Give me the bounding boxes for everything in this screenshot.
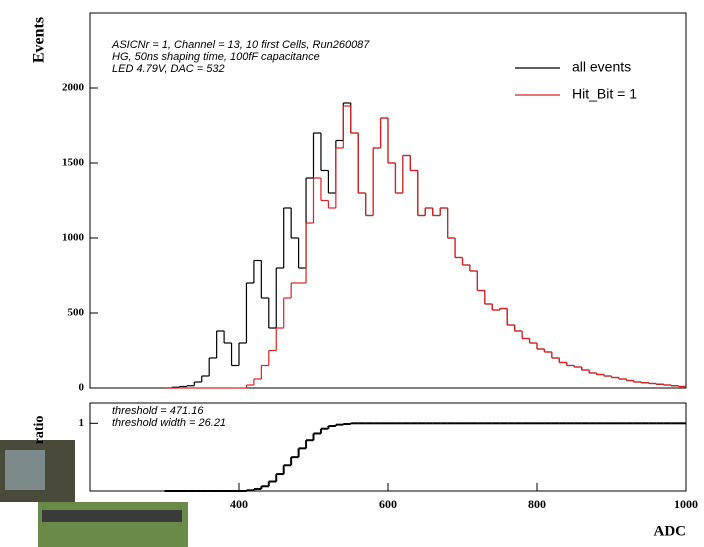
y-tick-label: 1500 <box>62 157 85 169</box>
photo-detail <box>42 510 182 522</box>
y-tick-label: 0 <box>79 382 85 394</box>
legend-label: all events <box>572 59 631 75</box>
annotation: LED 4.79V, DAC = 532 <box>112 63 225 75</box>
legend-label: Hit_Bit = 1 <box>572 86 637 102</box>
plot-frame <box>89 12 687 389</box>
photo <box>38 502 188 547</box>
y-axis-label: ratio <box>32 416 47 445</box>
annotation: threshold width = 26.21 <box>112 417 226 429</box>
y-tick-label: 1 <box>79 417 85 429</box>
y-tick-label: 2000 <box>62 82 85 94</box>
x-tick-label: 400 <box>230 497 248 511</box>
x-tick-label: 1000 <box>674 497 698 511</box>
y-axis-label: Events <box>31 17 48 63</box>
annotation: HG, 50ns shaping time, 100fF capacitance <box>112 51 320 63</box>
photo-detail <box>5 450 45 490</box>
step-connector <box>245 106 680 388</box>
annotation: threshold = 471.16 <box>112 405 204 417</box>
x-axis-label: ADC <box>654 523 687 539</box>
y-tick-label: 1000 <box>62 232 85 244</box>
annotation: ASICNr = 1, Channel = 13, 10 first Cells… <box>111 39 370 51</box>
y-tick-label: 500 <box>68 307 85 319</box>
step-connector <box>245 423 352 491</box>
x-tick-label: 600 <box>379 497 397 511</box>
x-tick-label: 800 <box>528 497 546 511</box>
